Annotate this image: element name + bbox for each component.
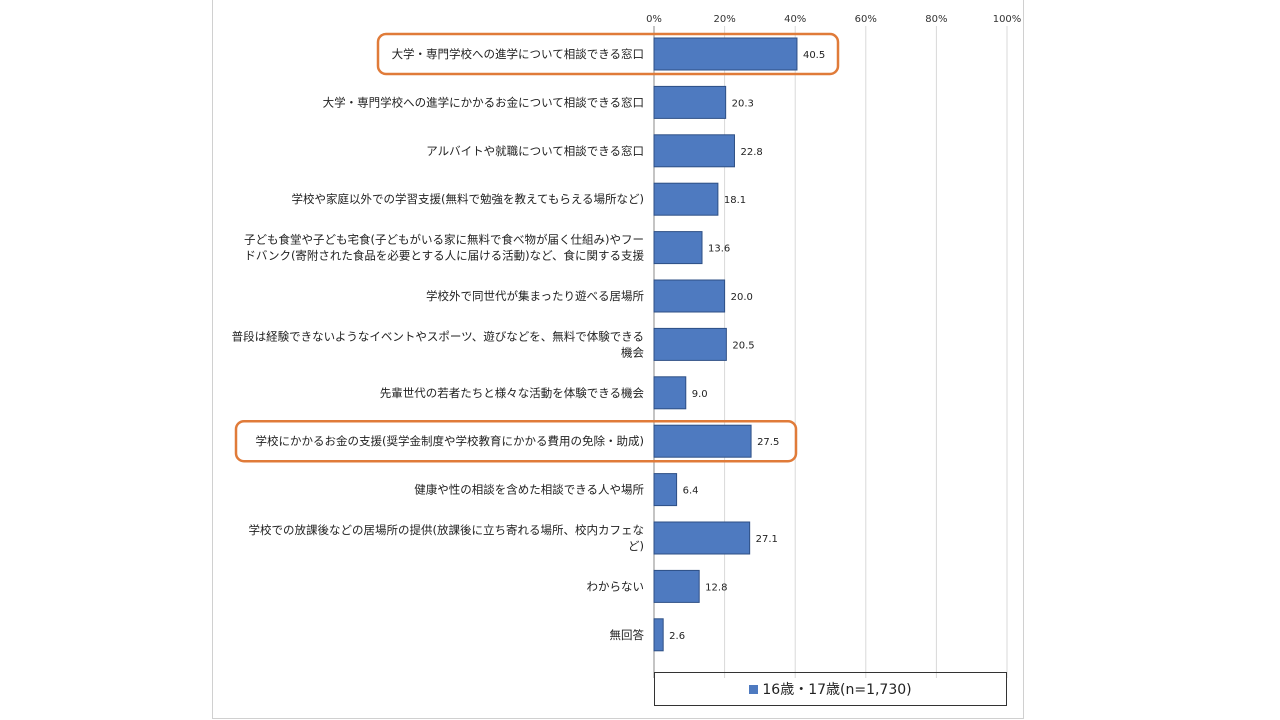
bar	[653, 231, 703, 265]
category-label-line: 大学・専門学校への進学について相談できる窓口	[392, 47, 644, 61]
category-label: 無回答	[610, 628, 645, 642]
value-label: 12.8	[705, 582, 727, 593]
category-label: 先輩世代の若者たちと様々な活動を体験できる機会	[380, 386, 645, 400]
legend: 16歳・17歳(n=1,730)	[654, 672, 1007, 706]
value-label: 20.0	[731, 292, 753, 303]
category-label-line: 学校にかかるお金の支援(奨学金制度や学校教育にかかる費用の免除・助成)	[256, 434, 644, 448]
category-label-line: 普段は経験できないようなイベントやスポーツ、遊びなどを、無料で体験できる	[232, 329, 644, 343]
value-label: 22.8	[740, 147, 762, 158]
category-label-line: 機会	[621, 345, 644, 359]
category-label-line: 健康や性の相談を含めた相談できる人や場所	[414, 483, 644, 497]
category-label-line: ドバンク(寄附された食品を必要とする人に届ける活動)など、食に関する支援	[244, 249, 644, 263]
category-label: 学校や家庭以外での学習支援(無料で勉強を教えてもらえる場所など)	[292, 192, 644, 206]
category-label: わからない	[587, 579, 645, 593]
category-label: アルバイトや就職について相談できる窓口	[426, 144, 644, 158]
bar	[653, 424, 752, 458]
category-label: 学校での放課後などの居場所の提供(放課後に立ち寄れる場所、校内カフェなど)	[249, 523, 644, 553]
category-label-line: 学校での放課後などの居場所の提供(放課後に立ち寄れる場所、校内カフェな	[249, 523, 644, 537]
category-label-line: 無回答	[610, 628, 645, 642]
legend-swatch	[749, 684, 759, 694]
category-label-line: 先輩世代の若者たちと様々な活動を体験できる機会	[380, 386, 645, 400]
category-label: 子ども食堂や子ども宅食(子どもがいる家に無料で食べ物が届く仕組み)やフードバンク…	[244, 233, 644, 263]
bar	[653, 182, 719, 216]
x-tick-label: 0%	[646, 14, 662, 25]
category-label-line: 大学・専門学校への進学にかかるお金について相談できる窓口	[323, 95, 644, 109]
category-label: 大学・専門学校への進学について相談できる窓口	[392, 47, 644, 61]
highlight-box	[376, 32, 840, 76]
category-label-line: ど)	[628, 539, 644, 553]
category-label-line: アルバイトや就職について相談できる窓口	[426, 144, 644, 158]
category-label-line: 子ども食堂や子ども宅食(子どもがいる家に無料で食べ物が届く仕組み)やフー	[244, 233, 644, 247]
bar	[653, 85, 727, 119]
x-tick-label: 80%	[925, 14, 947, 25]
value-label: 20.3	[732, 98, 754, 109]
bar	[653, 618, 664, 652]
value-label: 2.6	[669, 631, 685, 642]
bar	[653, 473, 678, 507]
value-label: 40.5	[803, 50, 825, 61]
category-label: 普段は経験できないようなイベントやスポーツ、遊びなどを、無料で体験できる機会	[232, 329, 645, 359]
legend-label: 16歳・17歳(n=1,730)	[762, 682, 912, 698]
x-tick-label: 20%	[713, 14, 735, 25]
x-tick-label: 60%	[855, 14, 877, 25]
category-label: 健康や性の相談を含めた相談できる人や場所	[414, 483, 644, 497]
category-label-line: わからない	[587, 579, 645, 593]
x-tick-label: 100%	[993, 14, 1022, 25]
bar	[653, 569, 700, 603]
bar	[653, 279, 726, 313]
chart-frame	[212, 0, 1024, 719]
category-label: 学校外で同世代が集まったり遊べる居場所	[426, 289, 645, 303]
bar	[653, 134, 735, 168]
value-label: 9.0	[692, 389, 708, 400]
bar	[653, 37, 798, 71]
value-label: 18.1	[724, 195, 746, 206]
category-label: 学校にかかるお金の支援(奨学金制度や学校教育にかかる費用の免除・助成)	[256, 434, 644, 448]
highlight-box	[234, 419, 798, 463]
x-tick-label: 40%	[784, 14, 806, 25]
value-label: 27.5	[757, 437, 779, 448]
value-label: 27.1	[756, 534, 778, 545]
bar	[653, 327, 727, 361]
category-label-line: 学校や家庭以外での学習支援(無料で勉強を教えてもらえる場所など)	[292, 192, 644, 206]
value-label: 6.4	[683, 486, 699, 497]
bar	[653, 376, 687, 410]
value-label: 13.6	[708, 244, 730, 255]
bar	[653, 521, 751, 555]
category-label: 大学・専門学校への進学にかかるお金について相談できる窓口	[323, 95, 644, 109]
category-label-line: 学校外で同世代が集まったり遊べる居場所	[426, 289, 645, 303]
value-label: 20.5	[732, 340, 754, 351]
